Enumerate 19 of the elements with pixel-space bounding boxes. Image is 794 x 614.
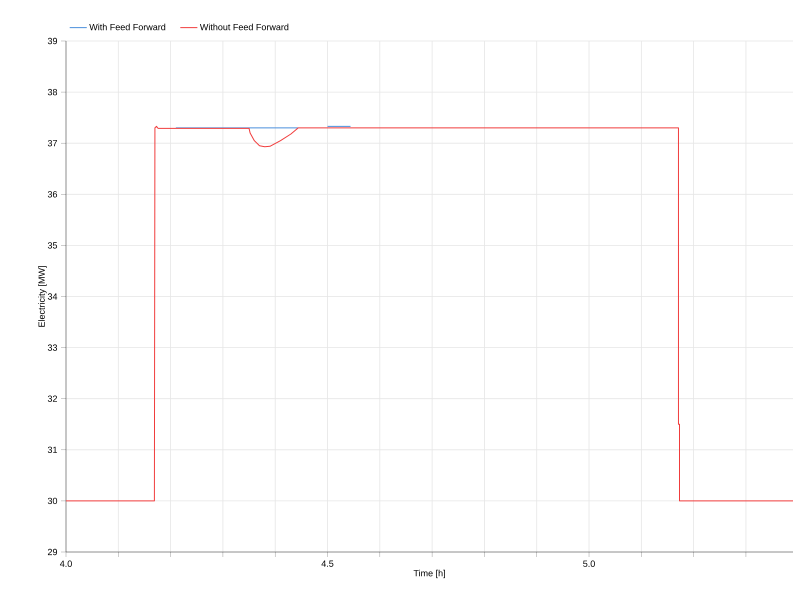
y-tick-label: 30 (48, 498, 58, 504)
x-axis-title: Time [h] (414, 570, 445, 578)
y-tick-label: 35 (48, 242, 58, 249)
y-tick-label: 32 (48, 396, 58, 402)
y-tick-label: 31 (48, 446, 58, 453)
y-tick-label: 37 (48, 140, 58, 146)
y-tick-label: 39 (48, 38, 58, 44)
x-tick-label: 4.5 (321, 560, 334, 567)
x-tick-label: 5.0 (583, 560, 595, 567)
y-tick-label: 33 (48, 344, 58, 351)
y-tick-label: 29 (48, 548, 58, 556)
x-tick-label: 4.0 (60, 560, 72, 567)
y-axis-title: Electricity [MW] (38, 266, 47, 327)
y-tick-label: 34 (48, 293, 58, 300)
y-tick-label: 36 (48, 191, 58, 198)
legend-label: Without Feed Forward (200, 24, 288, 30)
y-tick-label: 38 (48, 88, 58, 96)
legend-label: With Feed Forward (89, 24, 166, 30)
line-series (66, 126, 794, 502)
